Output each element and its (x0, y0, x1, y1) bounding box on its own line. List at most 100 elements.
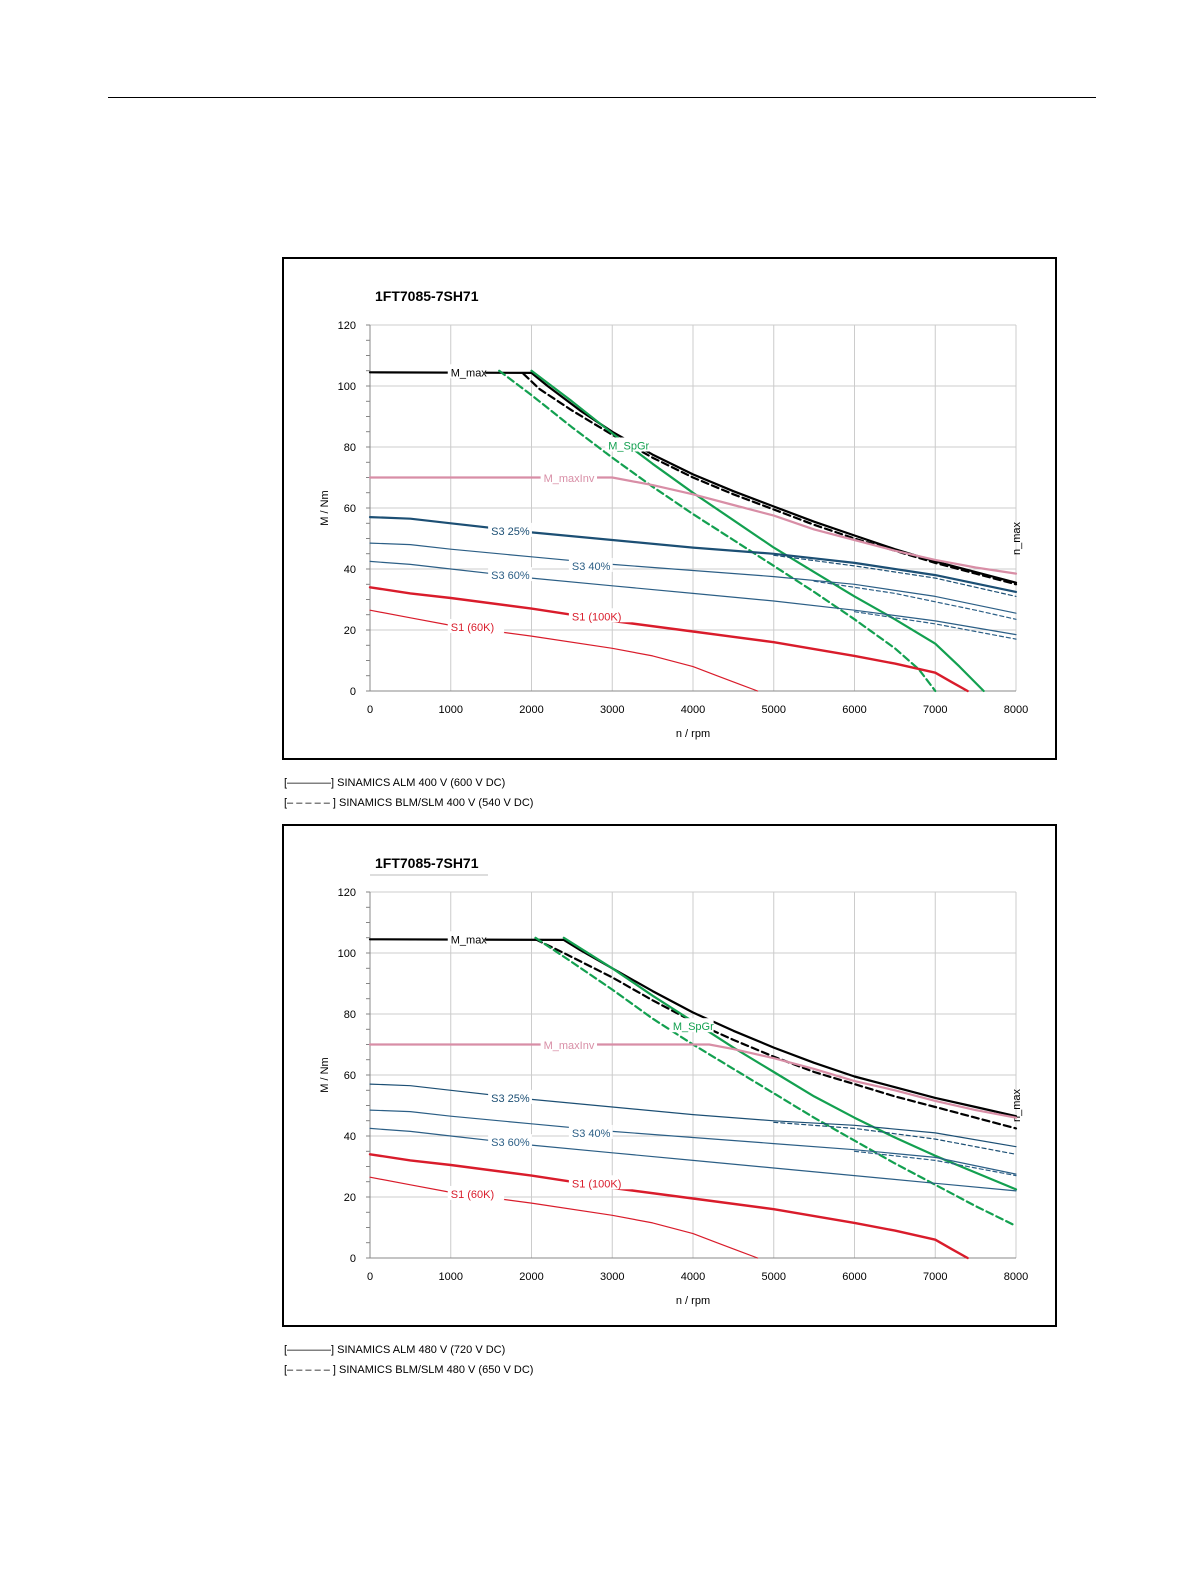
y-tick-label: 20 (344, 625, 356, 637)
series-line-5 (368, 516, 1018, 593)
x-tick-label: 2000 (519, 704, 543, 716)
chart-frame-400v: 1FT7085-7SH71 0 1000 2000 3000 4000 5000 6000 70… (282, 257, 1057, 760)
x-tick-label: 6000 (842, 1271, 866, 1283)
series-label-bg (605, 437, 650, 452)
x-tick-label: 0 (367, 704, 373, 716)
x-tick-label: 7000 (923, 1271, 947, 1283)
x-tick-label: 2000 (519, 1271, 543, 1283)
series-label: S1 (60K) (451, 622, 494, 634)
y-tick-label: 100 (338, 381, 356, 393)
legend-dashed-400v: [– – – – – ] SINAMICS BLM/SLM 400 V (540… (284, 797, 534, 809)
series-label: S3 40% (572, 561, 611, 573)
series-line-9 (369, 560, 1017, 636)
series-label: M_SpGr (673, 1021, 714, 1033)
series-label: M_maxInv (544, 473, 595, 485)
series-line-1-dashed (534, 938, 1018, 1130)
n-max-label: n_max (1011, 521, 1023, 555)
series-label: S3 40% (572, 1128, 611, 1140)
series-label: M_maxInv (544, 1040, 595, 1052)
series-line-6-dashed (773, 554, 1017, 597)
series-label-bg (568, 1124, 613, 1139)
y-tick-label: 100 (338, 948, 356, 960)
y-tick-label: 120 (338, 320, 356, 332)
legend-solid-480v: [————] SINAMICS ALM 480 V (720 V DC) (284, 1344, 506, 1356)
x-tick-label: 4000 (681, 704, 705, 716)
series-label: S3 60% (491, 1137, 530, 1149)
series-line-8-dashed (813, 580, 1017, 620)
series-label: S3 25% (491, 1093, 530, 1105)
series-line-10-dashed (853, 611, 1017, 640)
series-label-bg (568, 608, 632, 623)
series-line-11 (369, 1176, 759, 1259)
series-label: S3 25% (491, 526, 530, 538)
series-line-2 (530, 369, 985, 693)
chart-title: 1FT7085-7SH71 (375, 855, 479, 871)
series-label-bg (488, 1089, 532, 1104)
y-tick-label: 40 (344, 1131, 356, 1143)
series-label: S1 (100K) (572, 1178, 622, 1190)
y-axis-label: M / Nm (319, 1057, 331, 1092)
series-label-bg (447, 364, 486, 379)
series-label: S1 (60K) (451, 1189, 494, 1201)
series-line-11 (368, 586, 969, 693)
x-tick-label: 1000 (439, 1271, 463, 1283)
torque-speed-chart-480v: 1FT7085-7SH71 0 1000 2000 3000 4000 5000 6000 70… (319, 855, 1028, 1307)
series-label: S1 (100K) (572, 611, 622, 623)
series-line-3-dashed (498, 369, 937, 693)
x-tick-label: 4000 (681, 1271, 705, 1283)
y-tick-label: 0 (350, 686, 356, 698)
y-tick-label: 80 (344, 1009, 356, 1021)
series-line-9 (369, 1127, 1017, 1192)
series-line-6-dashed (773, 1121, 1017, 1155)
y-tick-label: 120 (338, 887, 356, 899)
series-label-bg (540, 470, 598, 485)
series-label: S3 60% (491, 570, 530, 582)
series-line-4 (368, 476, 1018, 575)
y-tick-label: 40 (344, 564, 356, 576)
series-line-4 (368, 1043, 1018, 1119)
series-line-7 (369, 542, 1017, 614)
x-tick-label: 3000 (600, 704, 624, 716)
x-tick-label: 8000 (1004, 1271, 1028, 1283)
x-tick-label: 6000 (842, 704, 866, 716)
x-tick-label: 8000 (1004, 704, 1028, 716)
series-label-bg (488, 1134, 532, 1149)
series-line-12 (369, 609, 759, 692)
legend-dashed-480v: [– – – – – ] SINAMICS BLM/SLM 480 V (650… (284, 1364, 534, 1376)
x-tick-label: 7000 (923, 704, 947, 716)
n-max-label: n_max (1011, 1088, 1023, 1122)
series-line-0 (368, 938, 1018, 1118)
legend-solid-400v: [————] SINAMICS ALM 400 V (600 V DC) (284, 777, 506, 789)
y-tick-label: 80 (344, 442, 356, 454)
y-axis-label: M / Nm (319, 490, 331, 525)
series-line-1-dashed (522, 372, 1018, 586)
series-label-bg (447, 931, 486, 946)
series-label-bg (488, 522, 532, 537)
series-label-bg (669, 1018, 714, 1033)
series-label: M_SpGr (608, 440, 649, 452)
series-label-bg (540, 1037, 598, 1052)
series-label-bg (488, 567, 532, 582)
y-tick-label: 60 (344, 503, 356, 515)
chart-title: 1FT7085-7SH71 (375, 288, 479, 304)
x-axis-label: n / rpm (676, 728, 710, 740)
series-label-bg (568, 1175, 632, 1190)
series-label-bg (568, 557, 613, 572)
series-line-8-dashed (853, 1150, 1017, 1177)
y-tick-label: 20 (344, 1192, 356, 1204)
x-tick-label: 5000 (762, 704, 786, 716)
x-tick-label: 5000 (762, 1271, 786, 1283)
y-tick-label: 0 (350, 1253, 356, 1265)
x-tick-label: 3000 (600, 1271, 624, 1283)
series-line-5 (369, 1083, 1017, 1148)
series-line-7 (369, 1109, 1017, 1175)
series-label: M_max (451, 934, 488, 946)
x-tick-label: 1000 (439, 704, 463, 716)
x-axis-label: n / rpm (676, 1295, 710, 1307)
series-label-bg (447, 1185, 505, 1200)
y-tick-label: 60 (344, 1070, 356, 1082)
series-label: M_max (451, 367, 488, 379)
chart-frame-480v: 1FT7085-7SH71 0 1000 2000 3000 4000 5000 6000 70… (282, 824, 1057, 1327)
series-label-bg (447, 618, 505, 633)
